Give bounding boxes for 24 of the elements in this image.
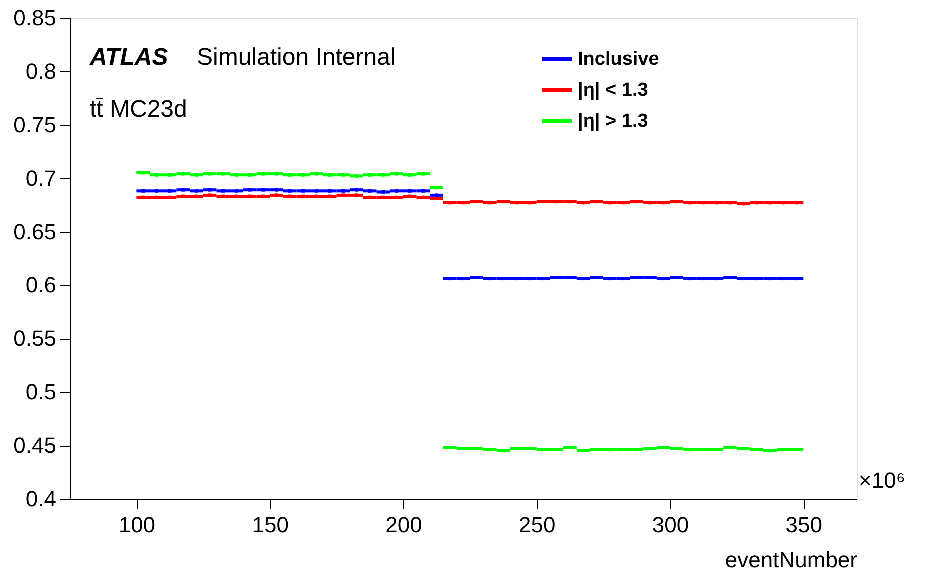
x-tick-label: 300: [652, 512, 690, 538]
annotation: ATLAS: [89, 44, 168, 71]
x-tick-label: 350: [786, 512, 823, 538]
y-tick-label: 0.4: [26, 486, 56, 512]
x-tick-label: 150: [252, 512, 289, 538]
x-tick-label: 250: [519, 512, 556, 538]
annotation: tt̄ MC23d: [90, 96, 188, 123]
y-tick-label: 0.5: [26, 380, 56, 405]
x-tick-label: 200: [386, 512, 422, 538]
y-tick-label: 0.6: [26, 272, 56, 298]
y-tick-label: 0.8: [26, 58, 56, 84]
x-tick-label: 100: [118, 512, 156, 538]
y-tick-label: 0.55: [14, 326, 56, 352]
annotation: Simulation Internal: [197, 44, 396, 71]
legend-label: Inclusive: [578, 49, 660, 70]
legend-label: |η| > 1.3: [578, 111, 648, 132]
y-tick-label: 0.45: [14, 433, 56, 458]
y-tick-label: 0.7: [26, 166, 56, 191]
x-axis-title: eventNumber: [725, 548, 858, 572]
y-tick-label: 0.75: [14, 112, 56, 138]
legend-label: |η| < 1.3: [578, 80, 648, 101]
y-tick-label: 0.85: [14, 6, 56, 30]
y-tick-label: 0.65: [14, 219, 56, 244]
text: ×10⁶: [859, 468, 906, 493]
